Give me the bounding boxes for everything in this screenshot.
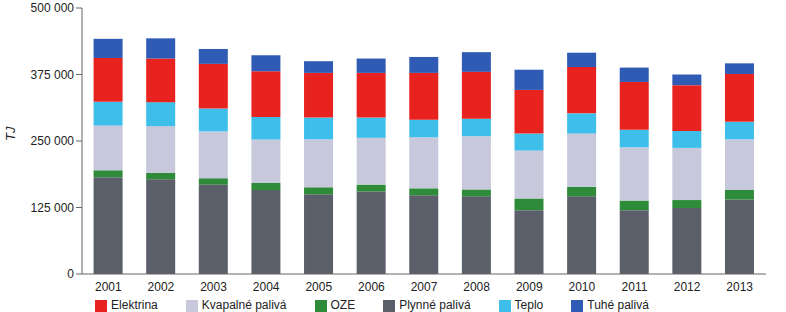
svg-text:250 000: 250 000 [31,134,75,148]
html-text:Plynné palivá: Plynné palivá [399,298,471,312]
svg-text:2010: 2010 [568,280,595,294]
svg-text:2009: 2009 [516,280,543,294]
svg-text:2013: 2013 [726,280,753,294]
svg-text:TJ: TJ [8,126,18,141]
svg-text:2008: 2008 [463,280,490,294]
html-text:Tuhé palivá: Tuhé palivá [587,298,649,312]
svg-text:2004: 2004 [253,280,280,294]
svg-text:0: 0 [67,267,74,281]
svg-text:2006: 2006 [358,280,385,294]
svg-text:2003: 2003 [200,280,227,294]
html-text:Teplo: Teplo [514,298,544,312]
svg-text:125 000: 125 000 [31,201,75,215]
html-text:Elektrina: Elektrina [111,298,158,312]
svg-text:2005: 2005 [305,280,332,294]
svg-text:375 000: 375 000 [31,68,75,82]
html-text:Kvapalné palivá: Kvapalné palivá [201,298,287,312]
svg-text:2007: 2007 [411,280,438,294]
svg-text:2012: 2012 [674,280,701,294]
svg-text:2001: 2001 [95,280,122,294]
svg-text:2002: 2002 [148,280,175,294]
svg-text:2011: 2011 [622,280,648,294]
svg-text:500 000: 500 000 [31,1,75,15]
html-text:OZE: OZE [330,298,356,312]
